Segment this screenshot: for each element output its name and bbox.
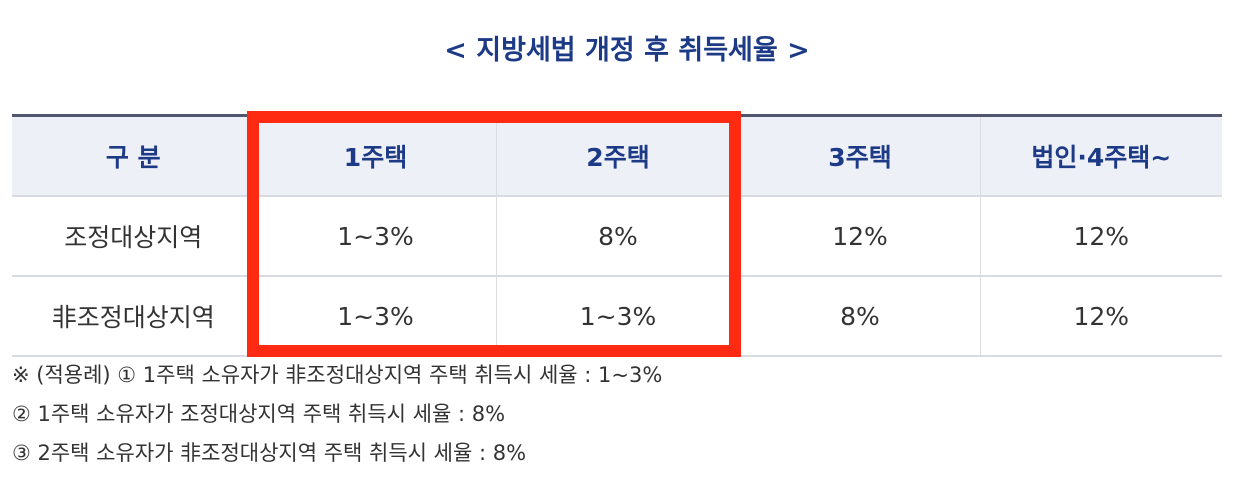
header-corp-4-house: 법인·4주택~ — [979, 115, 1222, 197]
table-cell: 1~3% — [254, 276, 496, 357]
highlight-box — [247, 111, 741, 357]
header-2-house: 2주택 — [495, 115, 740, 197]
tax-rate-table: 구 분 1주택 2주택 3주택 법인·4주택~ 조정대상지역 1~3% 8% 1… — [12, 114, 1222, 357]
table-cell: 1~3% — [254, 196, 496, 277]
note-line: ※ (적용례) ① 1주택 소유자가 非조정대상지역 주택 취득시 세율 : 1… — [12, 363, 663, 387]
header-3-house: 3주택 — [739, 115, 980, 197]
notes: ※ (적용례) ① 1주택 소유자가 非조정대상지역 주택 취득시 세율 : 1… — [12, 356, 662, 473]
note-line: ③ 2주택 소유자가 非조정대상지역 주택 취득시 세율 : 8% — [12, 441, 527, 465]
table-row: 조정대상지역 1~3% 8% 12% 12% — [12, 196, 1222, 277]
table-row: 非조정대상지역 1~3% 1~3% 8% 12% — [12, 276, 1222, 357]
table-cell: 12% — [979, 276, 1222, 357]
table-cell: 1~3% — [495, 276, 740, 357]
row-label: 非조정대상지역 — [12, 276, 255, 357]
table-cell: 8% — [495, 196, 740, 277]
table-cell: 12% — [979, 196, 1222, 277]
note-line: ② 1주택 소유자가 조정대상지역 주택 취득시 세율 : 8% — [12, 402, 506, 426]
table-cell: 8% — [739, 276, 980, 357]
header-1-house: 1주택 — [254, 115, 496, 197]
row-label: 조정대상지역 — [12, 196, 255, 277]
page-title: < 지방세법 개정 후 취득세율 > — [444, 35, 810, 66]
table-header-row: 구 분 1주택 2주택 3주택 법인·4주택~ — [12, 115, 1222, 197]
header-category: 구 분 — [12, 115, 255, 197]
table-cell: 12% — [739, 196, 980, 277]
